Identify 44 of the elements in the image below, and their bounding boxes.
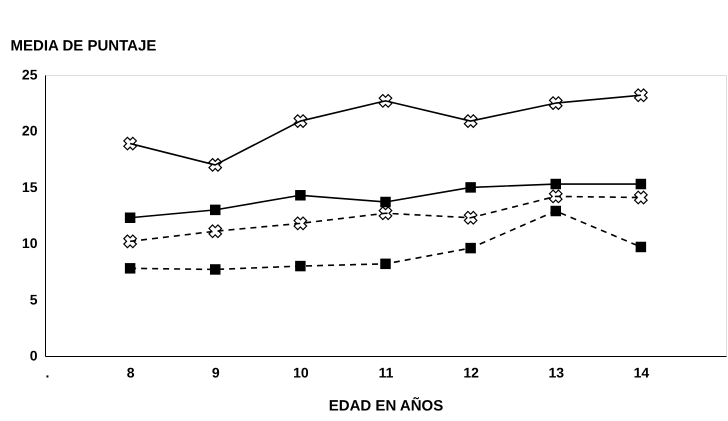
point xyxy=(210,264,220,275)
point xyxy=(465,242,476,254)
point xyxy=(380,196,391,208)
point xyxy=(464,114,478,128)
point xyxy=(123,136,137,150)
point xyxy=(208,224,222,238)
point xyxy=(464,210,478,225)
point xyxy=(295,190,306,201)
point xyxy=(295,260,306,272)
y-tick-label: 25 xyxy=(22,66,38,82)
x-axis-title: EDAD EN AÑOS xyxy=(328,396,444,414)
point xyxy=(210,204,220,216)
x-tick-label: 14 xyxy=(634,364,650,380)
point xyxy=(465,182,476,193)
point xyxy=(380,258,391,270)
y-tick-label: 0 xyxy=(30,348,38,364)
x-tick-label: 8 xyxy=(126,364,135,380)
point xyxy=(378,94,392,108)
x-tick-label: 12 xyxy=(463,364,480,380)
y-tick-label: 20 xyxy=(22,122,38,139)
point xyxy=(124,263,136,274)
x-tick-label: 11 xyxy=(378,364,394,380)
point xyxy=(634,190,648,204)
point xyxy=(550,206,561,216)
point xyxy=(208,158,222,172)
x-tick-label: 10 xyxy=(293,364,309,380)
point xyxy=(636,242,646,252)
point xyxy=(124,212,136,223)
y-axis-title: MEDIA DE PUNTAJE xyxy=(10,38,156,54)
point xyxy=(294,114,308,128)
x-tick-label: . xyxy=(46,364,50,380)
point xyxy=(636,178,646,190)
point xyxy=(294,216,308,230)
point xyxy=(548,190,563,204)
x-tick-label: 13 xyxy=(548,364,564,380)
y-tick-label: 5 xyxy=(30,291,38,308)
x-tick-label: 9 xyxy=(212,364,220,380)
point xyxy=(378,206,392,220)
y-tick-label: 10 xyxy=(22,235,38,252)
point xyxy=(123,234,137,248)
y-tick-label: 15 xyxy=(22,178,38,195)
point xyxy=(550,178,561,190)
point xyxy=(548,96,563,110)
point xyxy=(634,88,648,102)
